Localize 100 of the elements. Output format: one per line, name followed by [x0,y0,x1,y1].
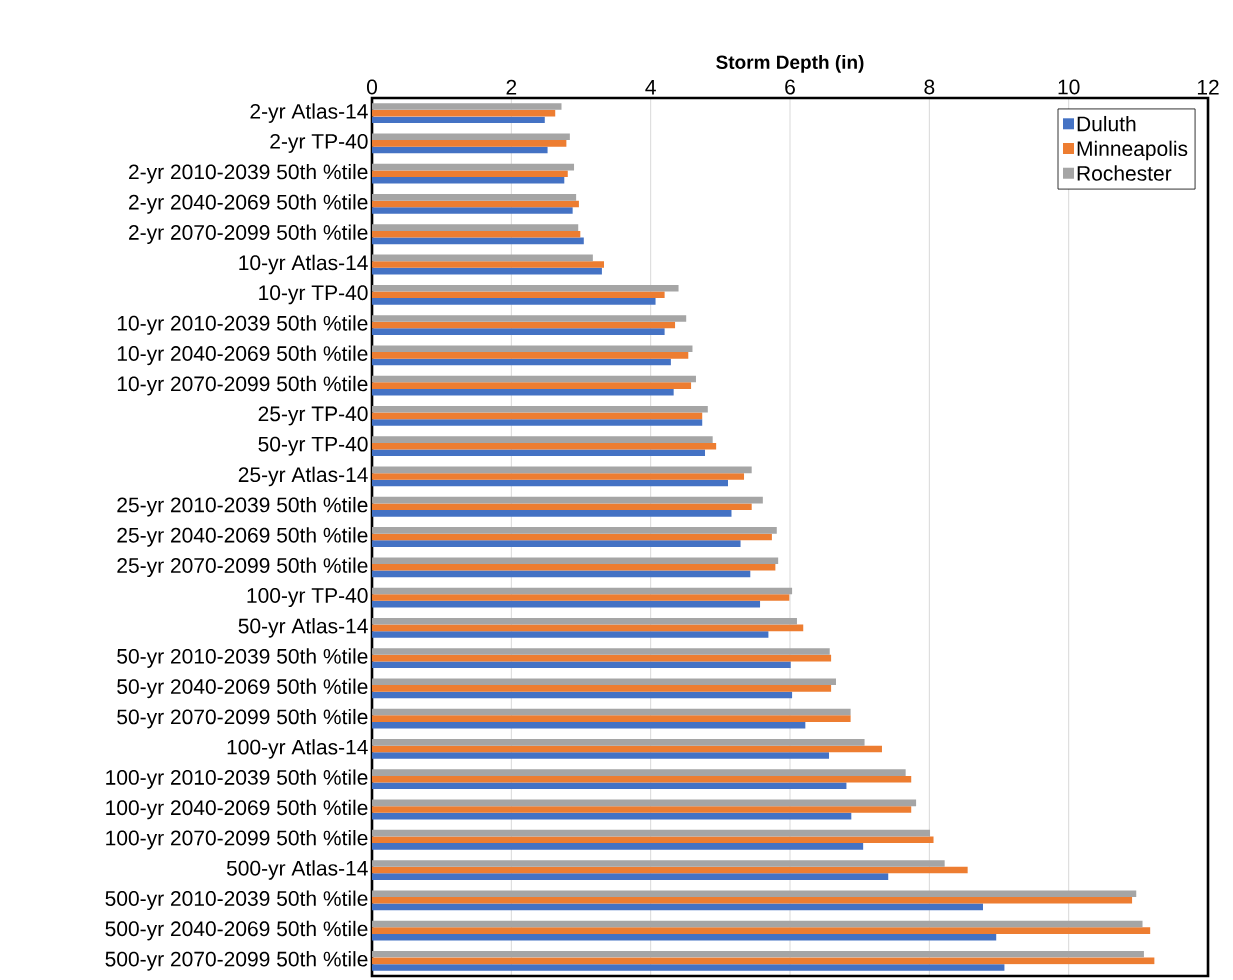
y-tick-label: 10-yr TP-40 [259,285,368,305]
y-tick-label: 10-yr 2010-2039 50th %tile [117,315,368,335]
bar [372,890,1137,898]
y-tick-label: 2-yr 2070-2099 50th %tile [129,224,368,245]
y-tick-label: 2-yr 2010-2039 50th %tile [129,163,368,184]
bar [372,866,968,874]
y-tick-label: 2-yr Atlas-14 [250,103,368,123]
y-tick-label: 500-yr 2010-2039 50th %tile [105,890,368,911]
bar [372,503,752,511]
bar [372,140,567,147]
y-tick-label: 10-yr 2040-2069 50th %tile [117,345,368,366]
bar [372,328,665,335]
bar [372,715,851,722]
bar [372,587,793,595]
y-tick-label: 2-yr 2040-2069 50th %tile [129,194,368,214]
bar [372,540,741,547]
bar [372,533,772,541]
bar [372,473,745,480]
bar [372,298,656,305]
x-tick-label: 4 [645,80,656,95]
bar [372,829,931,837]
y-tick-label: 10-yr 2070-2099 50th %tile [117,375,368,396]
bar [372,419,703,426]
bar [372,775,912,783]
y-tick-label: 25-yr TP-40 [258,406,368,426]
bar [372,267,602,275]
y-tick-label: 50-yr 2010-2039 50th %tile [117,648,368,668]
bar [372,799,917,807]
x-tick-label: 0 [366,79,378,95]
bar [372,406,708,413]
bar [372,685,832,692]
bar [372,466,752,474]
bar [372,600,761,608]
bar [372,843,864,850]
bar [372,631,769,638]
bar [372,200,579,208]
bar [372,436,713,443]
x-tick-label: 2 [506,79,517,95]
x-axis-title: Storm Depth (in) [716,55,864,73]
bar [372,510,732,517]
bar [372,449,706,457]
bar [372,570,751,578]
x-tick-label: 6 [785,79,795,95]
bar [372,230,581,238]
bar [372,557,779,564]
bar [372,624,804,632]
bar [372,769,906,776]
bar [372,654,832,662]
x-tick-label: 10 [1058,79,1080,95]
bar [372,207,573,214]
legend-label: Minneapolis [1077,140,1188,161]
bar [372,133,570,141]
y-tick-label: 25-yr 2010-2039 50th %tile [117,496,368,517]
bar [372,412,703,420]
bar [372,957,1155,965]
x-tick-label: 8 [924,79,935,95]
bar [372,194,577,201]
bar [372,284,679,292]
bar [372,345,693,353]
y-tick-label: 25-yr 2070-2099 50th %tile [117,557,368,578]
bar [372,806,912,813]
bar [372,563,776,571]
bar [372,721,806,729]
bar [372,170,568,177]
bar [372,950,1144,958]
legend-label: Rochester [1077,165,1172,181]
bar [372,358,671,366]
y-tick-label: 100-yr 2010-2039 50th %tile [106,769,368,790]
bar [372,352,689,359]
y-tick-label: 500-yr Atlas-14 [226,860,368,880]
bar [372,375,696,383]
bar [372,752,830,759]
bar [372,496,763,504]
bar [372,527,777,534]
bar [372,237,584,245]
bar [372,594,790,601]
bar [372,109,556,117]
bar [372,315,687,322]
x-tick-label: 12 [1197,79,1219,95]
bar [372,678,836,686]
y-tick-label: 50-yr Atlas-14 [238,618,368,638]
y-tick-label: 100-yr TP-40 [247,588,368,608]
y-tick-label: 100-yr 2040-2069 50th %tile [106,799,368,820]
y-tick-label: 25-yr 2040-2069 50th %tile [117,527,368,547]
bar [372,103,562,110]
y-tick-label: 100-yr 2070-2099 50th %tile [106,829,368,850]
bar [372,708,851,716]
bar [372,920,1143,928]
bar [372,254,593,262]
y-tick-label: 500-yr 2070-2099 50th %tile [105,951,368,971]
bar [372,146,548,154]
bar [372,661,791,669]
bar [372,927,1151,934]
bar [372,321,676,329]
bar [372,903,983,911]
y-tick-label: 25-yr Atlas-14 [238,466,368,487]
bar [372,382,692,389]
bar [372,836,934,844]
bar [372,442,717,450]
y-tick-label: 50-yr 2070-2099 50th %tile [117,708,368,729]
